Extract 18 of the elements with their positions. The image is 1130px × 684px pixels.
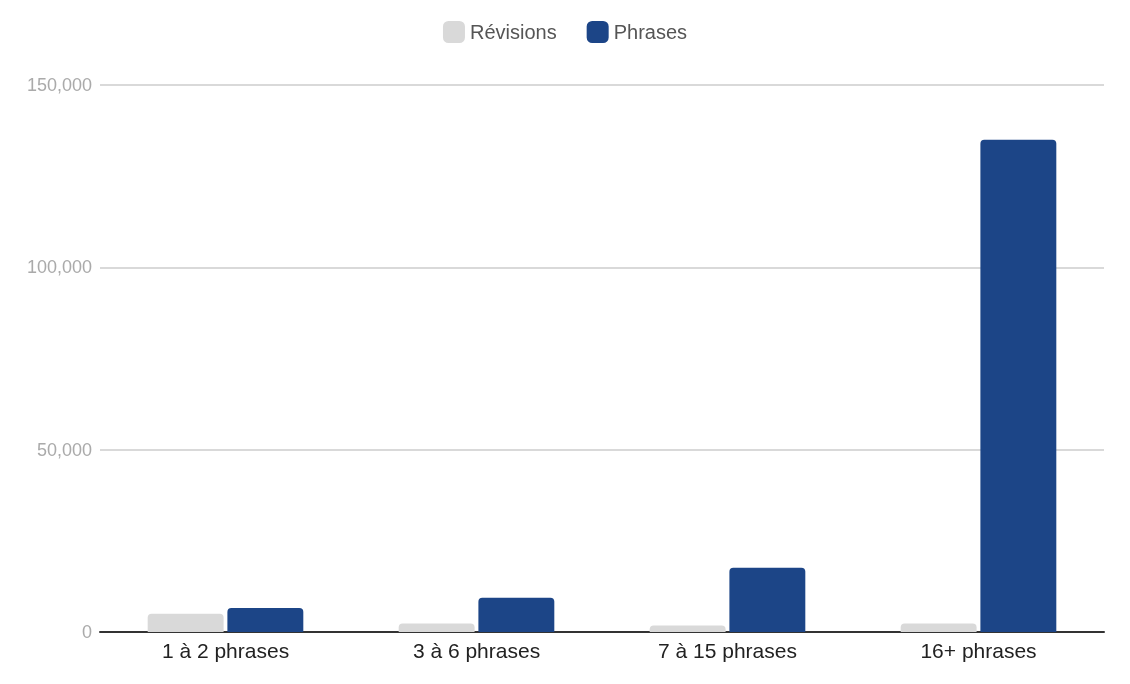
x-tick-label: 16+ phrases	[920, 639, 1037, 662]
legend-label: Phrases	[613, 21, 688, 43]
bar	[147, 613, 224, 632]
y-tick-label: 0	[81, 622, 92, 642]
x-tick-label: 7 à 15 phrases	[658, 639, 797, 662]
bar	[649, 625, 726, 632]
y-tick-label: 150,000	[26, 75, 92, 95]
y-tick-label: 100,000	[26, 257, 92, 278]
bar	[900, 623, 977, 632]
bar	[980, 139, 1057, 632]
bar	[398, 623, 475, 632]
bar	[478, 597, 555, 632]
bar	[227, 607, 304, 632]
bar	[729, 567, 806, 632]
legend-label: Révisions	[469, 21, 557, 43]
x-tick-label: 3 à 6 phrases	[412, 639, 541, 662]
x-tick-label: 1 à 2 phrases	[161, 639, 290, 662]
y-tick-label: 50,000	[36, 439, 92, 460]
